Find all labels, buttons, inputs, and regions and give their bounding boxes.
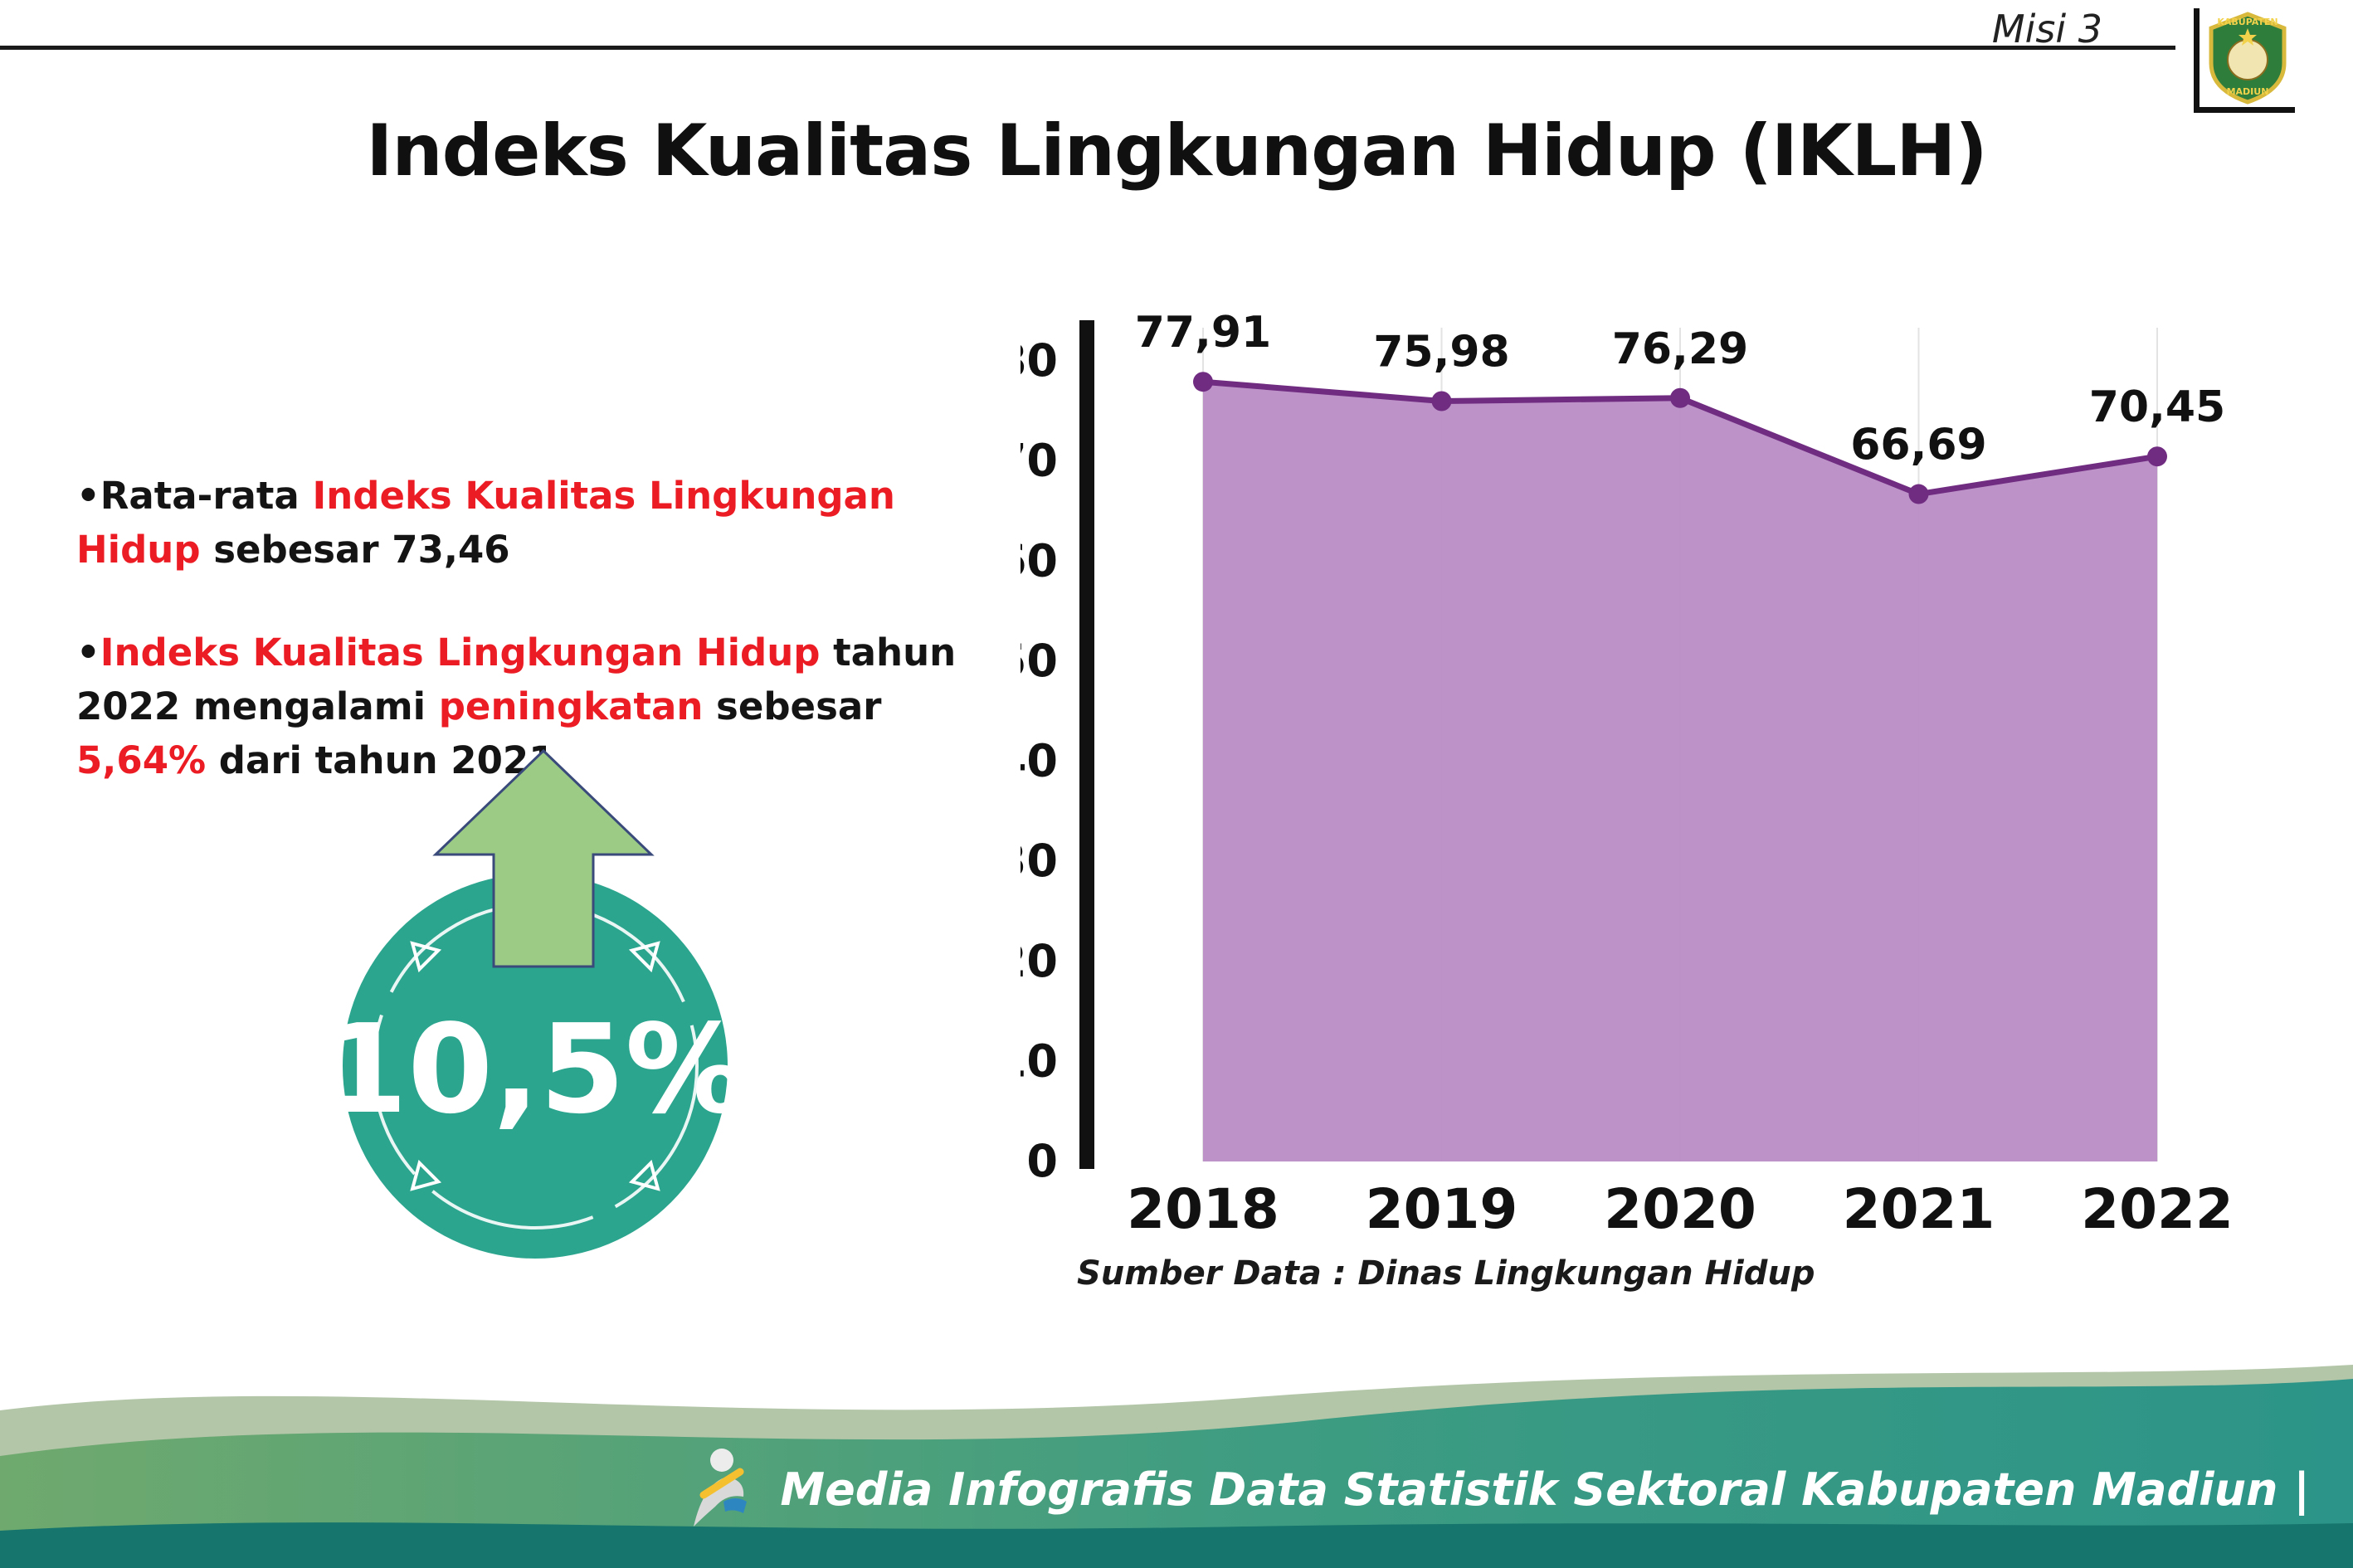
bullet-text-highlight: Indeks Kualitas Lingkungan Hidup [76, 474, 895, 572]
bullet-increase-2022: •Indeks Kualitas Lingkungan Hidup tahun … [76, 626, 1014, 788]
logo-inner-circle [2226, 38, 2268, 80]
badge-ring [372, 903, 699, 1230]
bullet-text: sebesar [703, 684, 882, 728]
header-divider [0, 46, 2175, 50]
bullet-text: tahun 2022 mengalami [76, 630, 957, 728]
data-point [1670, 387, 1690, 408]
y-tick-label: 70 [1021, 435, 1058, 487]
badge-triangle-sw [410, 1159, 442, 1191]
data-point [1431, 391, 1452, 411]
x-tick-label: 2021 [1843, 1177, 1995, 1241]
up-arrow-icon [432, 748, 655, 968]
badge-circle [343, 874, 728, 1259]
badge-triangle-ne [628, 941, 660, 973]
badge-value: 10,5% [322, 998, 748, 1141]
data-point-label: 77,91 [1135, 308, 1271, 358]
x-tick-label: 2019 [1366, 1177, 1518, 1241]
badge-triangle-se [628, 1159, 660, 1191]
iklh-area-chart: 0 10 20 30 40 50 60 70 80 77,91 75,98 76,29 66,69 70,… [1021, 308, 2234, 1241]
y-tick-label: 30 [1021, 835, 1058, 887]
logo-shield-icon: KABUPATEN MADIUN [2209, 11, 2286, 105]
data-point [2147, 446, 2167, 467]
logo-star-icon [2238, 27, 2257, 46]
y-tick-label: 40 [1021, 735, 1058, 787]
footer: Media Infografis Data Statistik Sektoral… [679, 1444, 2310, 1535]
data-point [1908, 484, 1929, 504]
data-point [1193, 372, 1213, 392]
bullet-text: dari tahun 2021 [206, 738, 555, 782]
bullet-text-highlight: Indeks Kualitas Lingkungan Hidup [100, 630, 821, 674]
summary-bullets: •Rata-rata Indeks Kualitas Lingkungan Hi… [76, 469, 1014, 835]
wave-dark [0, 1522, 2353, 1568]
x-tick-label: 2020 [1604, 1177, 1756, 1241]
data-point-label: 75,98 [1373, 327, 1509, 377]
bullet-text-highlight: peningkatan [438, 684, 704, 728]
area-fill [1203, 382, 2157, 1161]
y-tick-label: 0 [1026, 1135, 1058, 1187]
bullet-text-highlight: 5,64% [76, 738, 207, 782]
footer-credit-text: Media Infografis Data Statistik Sektoral… [780, 1463, 2310, 1516]
mascot-pencil [699, 1468, 744, 1499]
bullet-average-iklh: •Rata-rata Indeks Kualitas Lingkungan Hi… [76, 469, 1014, 577]
mascot-book [723, 1498, 748, 1513]
mascot-head [710, 1449, 734, 1472]
x-tick-label: 2018 [1127, 1177, 1279, 1241]
increase-badge: 10,5% [322, 748, 748, 1259]
bullet-text: Rata-rata [100, 474, 313, 518]
footer-wave-decoration [0, 1365, 2353, 1568]
data-point-label: 66,69 [1850, 421, 1986, 470]
bullet-text: sebesar 73,46 [200, 528, 510, 572]
y-tick-label: 20 [1021, 935, 1058, 987]
wave-main [0, 1379, 2353, 1568]
data-point-label: 70,45 [2089, 382, 2225, 432]
y-tick-label: 50 [1021, 635, 1058, 687]
y-tick-label: 10 [1021, 1035, 1058, 1087]
data-point-label: 76,29 [1612, 324, 1748, 374]
logo-top-text: KABUPATEN [2217, 17, 2277, 27]
logo-bottom-text: MADIUN [2226, 86, 2268, 97]
y-tick-label: 60 [1021, 534, 1058, 587]
mascot-icon [694, 1449, 748, 1527]
misi-label: Misi 3 [1991, 7, 2102, 51]
bullet-marker: • [76, 630, 100, 674]
y-tick-label: 80 [1021, 334, 1058, 387]
kabupaten-madiun-logo: KABUPATEN MADIUN [2194, 8, 2295, 113]
mascot-body [694, 1477, 744, 1527]
y-axis [1079, 320, 1094, 1169]
x-tick-label: 2022 [2081, 1177, 2234, 1241]
data-source-note: Sumber Data : Dinas Lingkungan Hidup [1077, 1254, 1815, 1293]
badge-triangle-nw [410, 941, 442, 973]
bullet-marker: • [76, 474, 100, 518]
page-title: Indeks Kualitas Lingkungan Hidup (IKLH) [366, 110, 1987, 192]
